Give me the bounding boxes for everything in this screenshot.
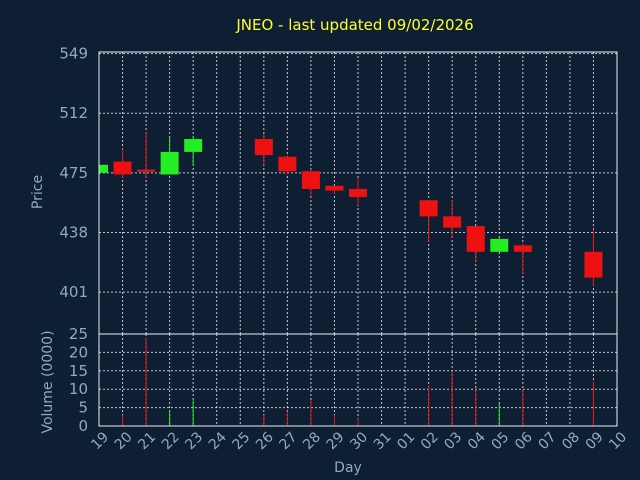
x-tick-label: 25 bbox=[229, 429, 253, 453]
x-tick-label: 02 bbox=[418, 429, 442, 453]
x-tick-label: 01 bbox=[394, 429, 418, 453]
candle-body bbox=[184, 139, 203, 152]
candle-body bbox=[490, 238, 509, 252]
x-tick-label: 29 bbox=[324, 429, 348, 453]
price-tick-label: 475 bbox=[59, 164, 88, 182]
candle-body bbox=[278, 156, 297, 172]
candle-body bbox=[160, 151, 179, 175]
volume-tick-label: 20 bbox=[69, 343, 88, 361]
x-tick-label: 19 bbox=[88, 429, 112, 453]
x-axis-label: Day bbox=[334, 460, 362, 476]
volume-tick-label: 5 bbox=[78, 399, 88, 417]
candle-body bbox=[137, 169, 156, 172]
candle-body bbox=[443, 216, 462, 228]
candle-body bbox=[466, 226, 485, 252]
price-tick-label: 512 bbox=[59, 104, 88, 122]
x-tick-label: 26 bbox=[253, 429, 277, 453]
volume-tick-label: 25 bbox=[69, 325, 88, 343]
x-tick-label: 09 bbox=[583, 429, 607, 453]
x-tick-label: 05 bbox=[488, 429, 512, 453]
x-tick-label: 08 bbox=[559, 429, 583, 453]
x-tick-label: 07 bbox=[536, 429, 560, 453]
x-tick-label: 21 bbox=[135, 429, 159, 453]
x-tick-label: 04 bbox=[465, 429, 489, 453]
x-tick-label: 03 bbox=[441, 429, 465, 453]
price-panel: 401 438 475 512 549 bbox=[59, 45, 618, 335]
candle-body bbox=[113, 161, 132, 175]
x-tick-label: 30 bbox=[347, 429, 371, 453]
x-tick-label: 06 bbox=[512, 429, 536, 453]
x-tick-label: 10 bbox=[606, 429, 630, 453]
volume-frame bbox=[98, 333, 618, 427]
candle-body bbox=[349, 188, 367, 198]
volume-tick-label: 15 bbox=[69, 362, 88, 380]
candle-body bbox=[301, 171, 320, 189]
x-tick-label: 31 bbox=[371, 429, 395, 453]
x-tick-label: 27 bbox=[277, 429, 301, 453]
candle-body bbox=[419, 200, 438, 217]
price-tick-label: 549 bbox=[59, 45, 88, 63]
candle-body bbox=[254, 139, 273, 156]
price-tick-label: 401 bbox=[59, 283, 88, 301]
candle-body bbox=[513, 245, 532, 252]
chart-title: JNEO - last updated 09/02/2026 bbox=[235, 16, 473, 34]
price-tick-label: 438 bbox=[59, 223, 88, 241]
x-tick-label: 23 bbox=[182, 429, 206, 453]
candle-body bbox=[584, 251, 603, 278]
volume-tick-label: 10 bbox=[69, 380, 88, 398]
x-tick-label: 22 bbox=[159, 429, 183, 453]
price-axis-label: Price bbox=[30, 175, 46, 209]
candle-body bbox=[325, 185, 344, 191]
volume-axis-label: Volume (0000) bbox=[40, 330, 56, 433]
x-tick-label: 24 bbox=[206, 429, 230, 453]
x-tick-label: 28 bbox=[300, 429, 324, 453]
candle-body bbox=[99, 164, 108, 173]
x-tick-label: 20 bbox=[112, 429, 136, 453]
volume-tick-label: 0 bbox=[78, 417, 88, 435]
